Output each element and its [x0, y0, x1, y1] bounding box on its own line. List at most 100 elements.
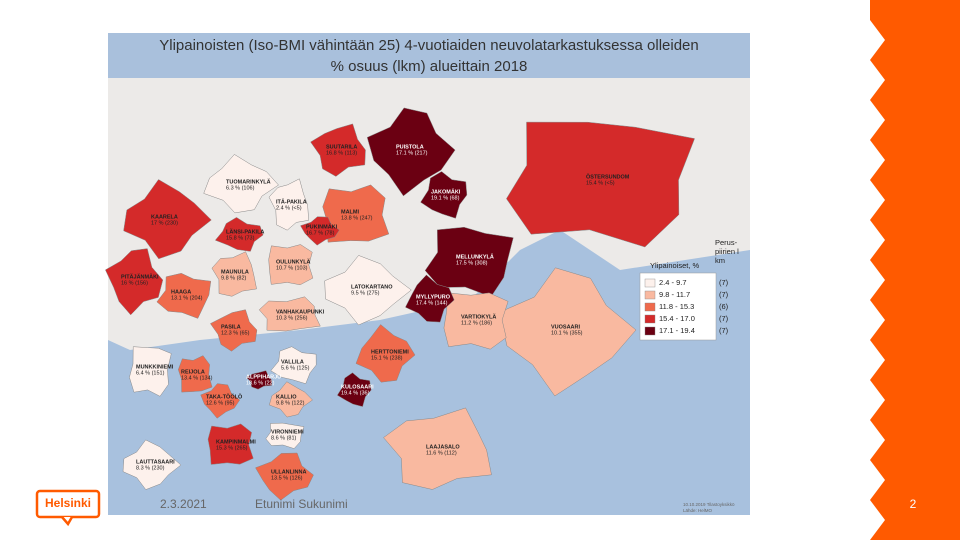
legend: 2.4 - 9.7 (7) 9.8 - 11.7 (7) 11.8 - 15.3 (6) 1… — [644, 278, 729, 336]
district-name: TAKA-TÖÖLÖ — [206, 393, 243, 400]
district-area — [336, 372, 372, 407]
legend-title: Ylipainoiset, % — [650, 261, 700, 270]
district-value: 9.8 % (122) — [276, 400, 305, 406]
district-name: PASILA — [221, 324, 241, 330]
district-name: JAKOMÄKI — [431, 188, 461, 195]
district-name: VALLILA — [281, 359, 304, 365]
legend-swatch — [644, 290, 656, 300]
district-value: 19.1 % (68) — [431, 195, 460, 201]
district-value: 2.4 % (<5) — [276, 205, 302, 211]
district-area — [310, 123, 366, 177]
district-area — [366, 107, 456, 197]
district-name: PITÄJÄNMÄKI — [121, 273, 159, 280]
district-name: PUKINMÄKI — [306, 223, 338, 230]
title-box — [108, 33, 750, 78]
legend-count-title: Perus-piirien lkm — [715, 238, 739, 265]
district-area — [268, 244, 314, 286]
district-area — [207, 423, 254, 465]
legend-range: 2.4 - 9.7 — [659, 278, 687, 287]
district-value: 11.2 % (186) — [461, 320, 492, 326]
district-value: 17.1 % (217) — [396, 150, 428, 156]
district-name: LAAJASALO — [426, 444, 460, 450]
district-value: 15.8 % (73) — [226, 235, 255, 241]
district-name: ÖSTERSUNDOM — [586, 173, 630, 180]
district-value: 9.5 % (275) — [351, 290, 380, 296]
district-area — [214, 217, 264, 252]
district-area — [265, 422, 305, 449]
district-value: 13.8 % (247) — [341, 215, 373, 221]
district-value: 10.3 % (256) — [276, 315, 308, 321]
district-area — [322, 184, 390, 243]
district-name: VUOSAARI — [551, 324, 581, 330]
legend-count: (7) — [719, 326, 729, 335]
district-value: 6.3 % (106) — [226, 185, 255, 191]
district-value: 12.6 % (95) — [206, 400, 235, 406]
district-area — [506, 121, 695, 248]
legend-range: 9.8 - 11.7 — [659, 290, 690, 299]
district-name: VANHAKAUPUNKI — [276, 309, 325, 315]
logo-tail — [61, 516, 74, 527]
district-name: ITÄ-PAKILA — [276, 198, 307, 205]
district-value: 10.7 % (103) — [276, 265, 308, 271]
legend-count: (6) — [719, 302, 729, 311]
legend-count: (7) — [719, 314, 729, 323]
legend-range: 17.1 - 19.4 — [659, 326, 695, 335]
credit: 10.10.2019 Tilastoyksikkö — [683, 502, 735, 507]
district-area — [405, 274, 455, 323]
district-value: 5.6 % (125) — [281, 365, 310, 371]
district-area — [268, 381, 313, 418]
title-line: % osuus (lkm) alueittain 2018 — [331, 58, 528, 75]
district-value: 12.3 % (65) — [221, 330, 250, 336]
district-value: 9.8 % (82) — [221, 275, 247, 281]
district-value: 16 % (156) — [121, 280, 148, 286]
district-area — [268, 178, 309, 231]
district-area — [270, 346, 317, 385]
district-name: VARTIOKYLÄ — [461, 313, 496, 320]
district-name: LAUTTASAARI — [136, 459, 175, 465]
district-value: 19.4 % (36) — [341, 390, 370, 396]
district-name: MAUNULA — [221, 269, 249, 275]
district-area — [258, 296, 321, 332]
district-area — [200, 383, 241, 419]
district-name: TUOMARINKYLÄ — [226, 178, 271, 185]
district-name: MALMI — [341, 209, 359, 215]
legend-range: 11.8 - 15.3 — [659, 302, 694, 311]
title-line: Ylipainoisten (Iso-BMI vähintään 25) 4-v… — [159, 37, 698, 54]
district-value: 16.8 % (113) — [326, 150, 357, 156]
district-area — [178, 355, 213, 393]
district-name: HAAGA — [171, 289, 191, 295]
district-value: 10.1 % (355) — [551, 330, 583, 336]
district-name: PUISTOLA — [396, 144, 424, 150]
district-value: 15.1 % (238) — [371, 355, 403, 361]
district-area — [324, 255, 412, 326]
district-area — [122, 439, 182, 490]
legend-swatch — [644, 314, 656, 324]
district-area — [443, 292, 509, 350]
logo-text: Helsinki — [45, 496, 91, 510]
district-value: 13.4 % (134) — [181, 375, 213, 381]
district-area — [355, 324, 416, 383]
decor-zigzag — [870, 0, 960, 540]
district-name: ALPPIHARJU — [246, 374, 281, 380]
legend-count-title-wrap: Perus-piirien lkm — [715, 238, 739, 265]
district-name: HERTTONIEMI — [371, 349, 409, 355]
author: Etunimi Sukunimi — [255, 497, 348, 511]
credit: Lähde: HelMO — [683, 508, 713, 513]
district-area — [255, 452, 314, 501]
district-area — [123, 179, 212, 260]
district-value: 15.4 % (<5) — [586, 180, 615, 186]
legend-range: 15.4 - 17.0 — [659, 314, 695, 323]
district-name: MELLUNKYLÄ — [456, 253, 494, 260]
legend-swatch — [644, 278, 656, 288]
district-area — [210, 309, 258, 352]
district-area — [129, 346, 172, 397]
legend-swatch — [644, 326, 656, 336]
district-area — [105, 248, 164, 316]
district-value: 17.4 % (144) — [416, 300, 448, 306]
district-value: 18.6 % (22) — [246, 380, 275, 386]
district-value: 13.5 % (126) — [271, 475, 303, 481]
district-area — [420, 171, 468, 219]
district-name: ULLANLINNA — [271, 469, 306, 475]
district-name: SUUTARILA — [326, 144, 357, 150]
